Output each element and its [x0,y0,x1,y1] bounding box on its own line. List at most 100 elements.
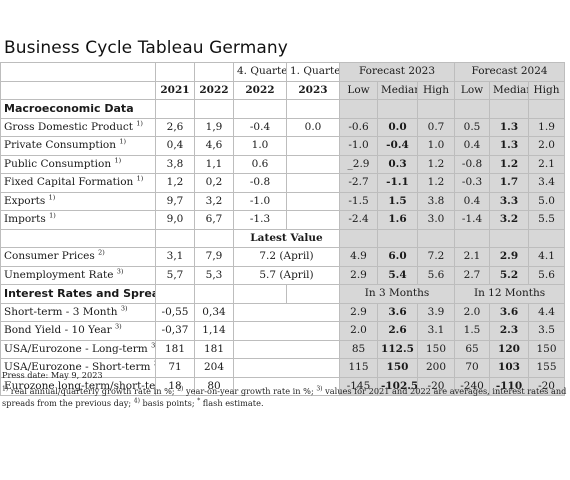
forecast-value: 3.4 [528,173,566,193]
value-2021: -0,37 [155,321,195,341]
table-row: USA/Eurozone - Short-term 3)4)7120411515… [0,358,566,378]
forecast-value: -110 [489,376,530,396]
value-2022: 6,7 [194,210,234,230]
forecast-value: -240 [454,376,491,396]
value-2021: 3,8 [155,154,195,174]
value-q4-2022: 1.0 [233,136,287,156]
forecast-value: 2.3 [489,321,530,341]
forecast-value: 155 [528,358,566,378]
table-row: Short-term - 3 Month 3) -0,55 0,34 2.9 3.6 3.… [0,302,566,322]
value-2022: 7,9 [194,247,234,267]
footnote-ref: 1) [119,137,127,146]
forecast-value: 2.9 [339,265,378,285]
forecast-value: 2.0 [339,321,378,341]
footnote-text: year-on-year growth rate in %; [183,386,317,396]
forecast-value: 5.6 [528,265,566,285]
forecast-value: 1.3 [489,136,530,156]
forecast-value: 1.0 [416,136,456,156]
footnote-marker: 1) [2,385,9,393]
section-macro-row: Macroeconomic Data [0,99,566,119]
row-label-text: Bond Yield - 10 Year [4,324,112,336]
value-2021: 2,6 [155,117,195,137]
row-label: Private Consumption 1) [0,136,156,156]
value-2021: 9,7 [155,191,195,211]
latest-value-heading: Latest Value [233,228,340,248]
value-q1-2023 [286,173,340,193]
row-label: Fixed Capital Formation 1) [0,173,156,193]
forecast-value: 1.3 [489,117,530,137]
footnote-ref: 1) [48,193,56,201]
table-row: Fixed Capital Formation 1) 1,2 0,2 -0.8 -2.7… [0,173,566,193]
value-2021: 9,0 [155,210,195,230]
row-label-text: USA/Eurozone - Short-term [4,361,151,373]
footnote-ref: 1) [136,119,143,127]
press-date: Press date: May 9, 2023 [2,370,103,380]
value-q4-2022: -1.3 [233,210,287,230]
forecast-value: -20 [528,376,566,396]
footnotes: 1) real annual/quarterly growth rate in … [2,385,568,409]
footnote-text: values for 2021 and 2022 are averages, i… [2,386,567,408]
value-2021: 5,7 [155,265,195,285]
row-label-text: USA/Eurozone - Long-term [4,342,148,355]
in-12-months-heading: In 12 Months [454,284,566,304]
table-row: Exports 1) 9,7 3,2 -1.0 -1.5 1.5 3.8 0.4 3.3 5.0 [0,191,566,211]
forecast-value: 5.4 [377,265,418,285]
row-label: Consumer Prices 2) [0,247,156,267]
forecast-value: 2.6 [377,321,418,341]
forecast-value: 3.6 [377,302,418,322]
value-q4-2022: -1.0 [233,191,287,211]
forecast-value: 112.5 [377,339,418,359]
table-row: Private Consumption 1) 0,4 4,6 1.0 -1.0 -0.4 1… [0,136,566,156]
footnote-ref: 3) [116,267,124,275]
value-2022: 0,2 [194,173,234,193]
business-cycle-table: 4. Quarter 1. Quarter Forecast 2023 Fore… [0,62,566,396]
footnote-marker: * [197,397,201,405]
header-low: Low [339,80,378,100]
row-label-text: Gross Domestic Product [4,120,133,133]
forecast-value: -0.4 [377,136,418,156]
value-q4-2022: -0.8 [233,173,287,193]
forecast-value: -102.5 [377,376,418,396]
row-label-text: Imports [4,213,46,225]
forecast-value: -1.1 [377,173,418,193]
page-title: Business Cycle Tableau Germany [4,38,288,58]
forecast-value: 0.4 [454,191,491,211]
forecast-value: -1.5 [339,191,378,211]
value-2021: 0,4 [155,136,195,156]
forecast-value: -0.3 [454,173,491,193]
value-2021: 1,2 [155,173,195,193]
forecast-value: 3.0 [416,210,456,230]
forecast-value: -1.0 [339,136,378,156]
forecast-value: 5.2 [489,265,530,285]
footnote-ref: 3)4) [151,341,156,349]
forecast-value: 1.2 [416,154,456,174]
forecast-value: -1.4 [454,210,491,230]
forecast-value: 1.5 [454,321,491,341]
row-label: Exports 1) [0,191,156,211]
table-row: Unemployment Rate 3) 5,7 5,3 5.7 (April) 2.9… [0,265,566,285]
forecast-value: 0.3 [377,154,418,174]
value-2022: 1,1 [194,154,234,174]
header-forecast-2024: Forecast 2024 [454,62,566,82]
table-row: Public Consumption 1) 3,8 1,1 0.6 _2.9 0.3 1.2… [0,154,566,174]
value-2022: 4,6 [194,136,234,156]
forecast-value: 6.0 [377,247,418,267]
value-2022: 1,14 [194,321,234,341]
table-row: Imports 1) 9,0 6,7 -1.3 -2.4 1.6 3.0 -1.4 3.2 5.5 [0,210,566,230]
forecast-value: 2.0 [528,136,566,156]
row-label: Short-term - 3 Month 3) [0,302,156,322]
row-label-text: Private Consumption [4,139,117,151]
section-rates-row: Interest Rates and Spreads In 3 MonthsIn … [0,284,566,304]
forecast-value: 3.8 [416,191,456,211]
forecast-value: 3.3 [489,191,530,211]
forecast-value: 1.9 [528,117,566,137]
footnote-ref: 1) [114,156,122,164]
value-q1-2023 [286,191,340,211]
value-2022: 0,34 [194,302,234,322]
value-q1-2023 [286,136,340,156]
latest-value: 7.2 (April) [233,247,340,267]
forecast-value: 3.2 [489,210,530,230]
latest-value: 5.7 (April) [233,265,340,285]
table-row: Gross Domestic Product 1) 2,6 1,9 -0.4 0.0 -0… [0,117,566,137]
header-high: High [528,80,566,100]
